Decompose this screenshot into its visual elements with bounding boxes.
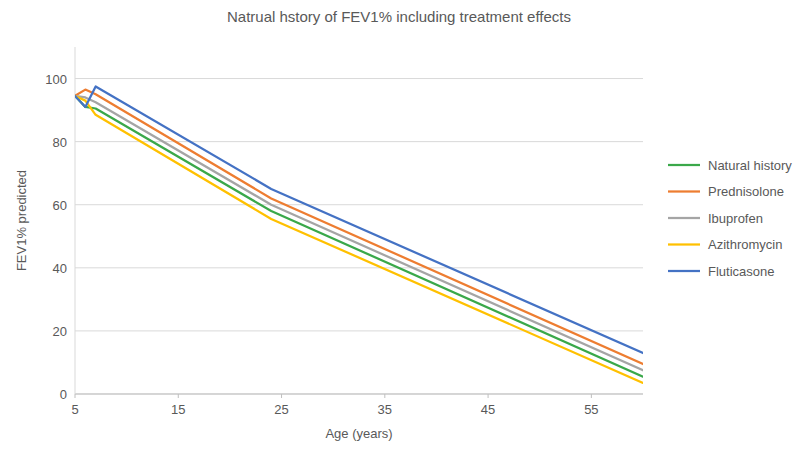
- legend-label: Natural history: [708, 158, 792, 173]
- x-tick: [384, 394, 385, 398]
- x-tick-label: 15: [171, 402, 185, 417]
- legend-label: Ibuprofen: [708, 211, 763, 226]
- y-tick-label: 80: [53, 135, 67, 150]
- x-axis-label: Age (years): [325, 426, 392, 441]
- x-axis-line: [75, 394, 643, 395]
- grid-line: [75, 394, 643, 395]
- series-line: [75, 96, 643, 377]
- x-tick-label: 5: [71, 402, 78, 417]
- grid-line: [75, 267, 643, 268]
- y-axis-label: FEV1% predicted: [14, 170, 29, 271]
- grid-line: [75, 78, 643, 79]
- x-tick-label: 55: [584, 402, 598, 417]
- y-tick-label: 100: [45, 72, 67, 87]
- x-tick: [75, 394, 76, 398]
- y-axis-line: [75, 47, 76, 394]
- legend-swatch: [668, 217, 700, 219]
- legend-swatch: [668, 243, 700, 245]
- chart-title: Natrual hstory of FEV1% including treatm…: [227, 8, 571, 25]
- legend-label: Azithromycin: [708, 237, 782, 252]
- chart-svg: Natrual hstory of FEV1% including treatm…: [0, 0, 800, 458]
- series-line: [75, 86, 643, 353]
- x-tick-label: 25: [274, 402, 288, 417]
- x-tick: [178, 394, 179, 398]
- x-tick: [488, 394, 489, 398]
- grid-line: [75, 141, 643, 142]
- background: [0, 0, 800, 458]
- grid-line: [75, 204, 643, 205]
- plot-area: [75, 86, 643, 383]
- legend-label: Prednisolone: [708, 184, 784, 199]
- x-tick-label: 35: [378, 402, 392, 417]
- chart-container: Natrual hstory of FEV1% including treatm…: [0, 0, 800, 458]
- series-line: [75, 96, 643, 370]
- y-tick-label: 0: [60, 387, 67, 402]
- series-line: [75, 96, 643, 383]
- legend-swatch: [668, 270, 700, 272]
- legend-label: Fluticasone: [708, 264, 774, 279]
- x-tick-label: 45: [481, 402, 495, 417]
- x-tick: [591, 394, 592, 398]
- y-tick-label: 20: [53, 324, 67, 339]
- y-tick-label: 60: [53, 198, 67, 213]
- legend-swatch: [668, 190, 700, 192]
- x-tick: [281, 394, 282, 398]
- legend-swatch: [668, 164, 700, 166]
- y-tick-label: 40: [53, 261, 67, 276]
